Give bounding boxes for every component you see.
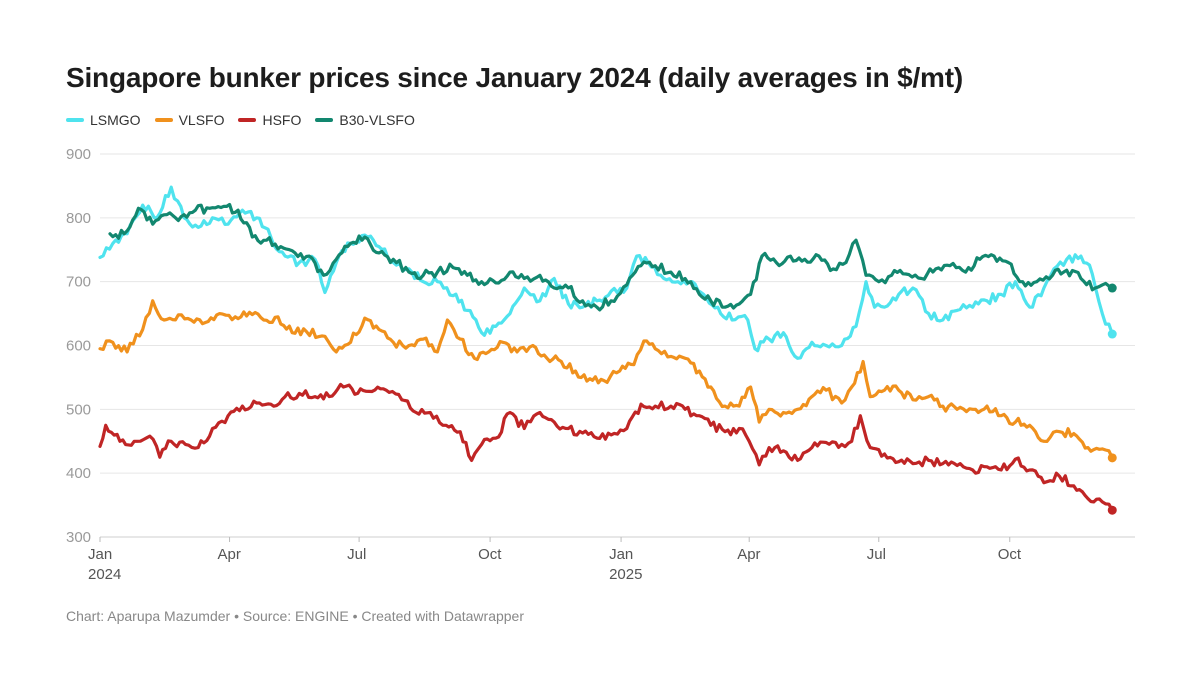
x-tick-label: Apr: [737, 546, 760, 563]
legend-label-lsmgo: LSMGO: [90, 112, 141, 128]
legend-label-hsfo: HSFO: [262, 112, 302, 128]
legend-swatch-vlsfo: [154, 118, 173, 122]
x-tick-label: Jan: [609, 546, 633, 563]
y-axis-ticks: 300 400 500 600 700 800 900: [66, 146, 91, 546]
series-end-point-b30-vlsfo: [1107, 283, 1117, 293]
series-lines: [98, 185, 1117, 515]
y-tick-label: 700: [66, 274, 91, 291]
series-line-vlsfo: [98, 299, 1114, 460]
y-tick-label: 600: [66, 338, 91, 355]
series-line-hsfo: [98, 382, 1114, 512]
series-end-point-hsfo: [1107, 505, 1117, 515]
x-tick-year-label: 2025: [609, 566, 642, 583]
x-tick-label: Jul: [347, 546, 366, 563]
x-tick-label: Jan: [88, 546, 112, 563]
gridlines: [100, 153, 1135, 538]
y-tick-label: 300: [66, 529, 91, 546]
legend-item-hsfo: HSFO: [238, 112, 301, 128]
chart-credit: Chart: Aparupa Mazumder • Source: ENGINE…: [66, 608, 525, 624]
series-line-lsmgo: [98, 185, 1114, 360]
x-tick-year-label: 2024: [88, 566, 121, 583]
legend-item-b30-vlsfo: B30-VLSFO: [315, 112, 415, 128]
x-axis-ticks: Jan 2024 Apr Jul Oct Jan 2025 Apr Jul Oct: [88, 537, 1022, 583]
x-tick-label: Jul: [867, 546, 886, 563]
y-tick-label: 500: [66, 401, 91, 418]
series-end-point-vlsfo: [1107, 453, 1117, 463]
x-tick-label: Oct: [998, 546, 1022, 563]
x-tick-label: Apr: [218, 546, 241, 563]
chart-title: Singapore bunker prices since January 20…: [66, 62, 963, 93]
series-end-point-lsmgo: [1107, 329, 1117, 339]
legend-label-b30-vlsfo: B30-VLSFO: [339, 112, 415, 128]
legend-swatch-b30-vlsfo: [315, 118, 334, 122]
legend-swatch-hsfo: [238, 118, 257, 122]
legend-swatch-lsmgo: [66, 118, 84, 122]
y-tick-label: 900: [66, 146, 91, 163]
chart-legend: LSMGO VLSFO HSFO B30-VLSFO: [66, 112, 415, 128]
legend-label-vlsfo: VLSFO: [178, 112, 225, 128]
y-tick-label: 800: [66, 210, 91, 227]
series-line-b30-vlsfo: [108, 202, 1114, 312]
legend-item-lsmgo: LSMGO: [66, 112, 141, 128]
legend-item-vlsfo: VLSFO: [154, 112, 225, 128]
x-tick-label: Oct: [478, 546, 502, 563]
y-tick-label: 400: [66, 465, 91, 482]
